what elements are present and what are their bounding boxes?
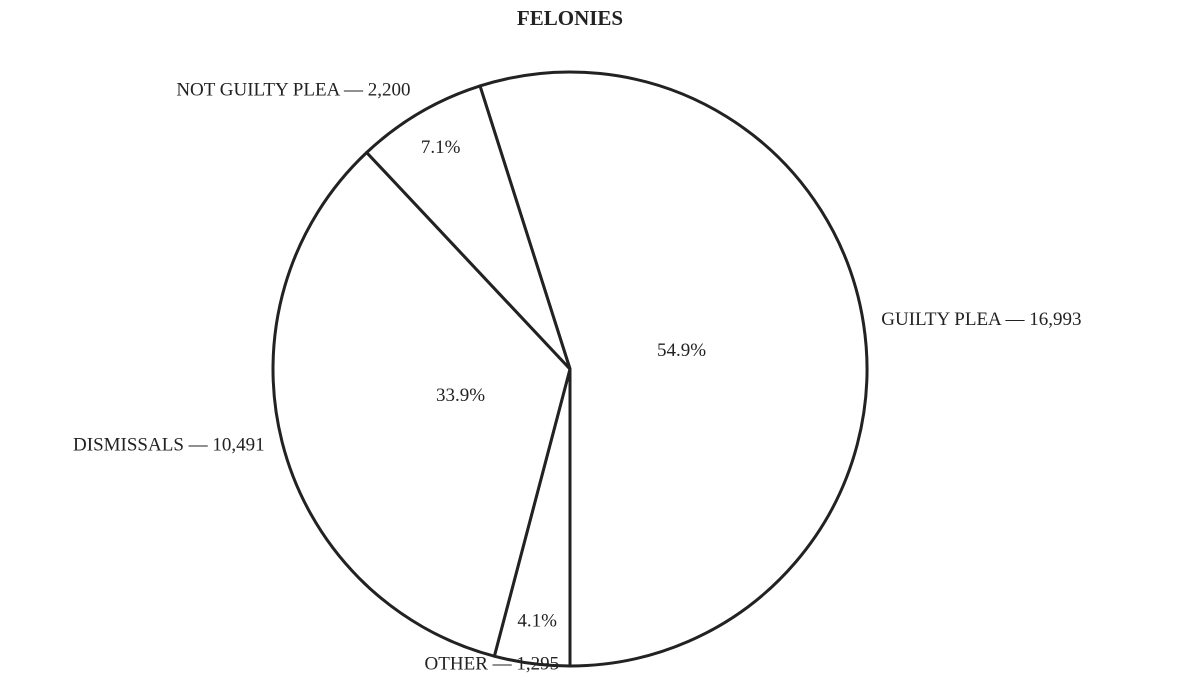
category-label: NOT GUILTY PLEA — 2,200: [176, 80, 410, 101]
category-label: GUILTY PLEA — 16,993: [881, 309, 1081, 330]
category-label: OTHER — 1,295: [425, 653, 560, 674]
pie-slice: [478, 70, 869, 668]
chart-title: FELONIES: [517, 6, 623, 30]
percent-label: 33.9%: [436, 385, 485, 406]
percent-label: 4.1%: [517, 611, 557, 632]
pie-slice: [365, 84, 572, 371]
pie-slice: [271, 150, 572, 658]
category-label: DISMISSALS — 10,491: [73, 435, 265, 456]
percent-label: 7.1%: [421, 137, 461, 158]
percent-label: 54.9%: [657, 340, 706, 361]
